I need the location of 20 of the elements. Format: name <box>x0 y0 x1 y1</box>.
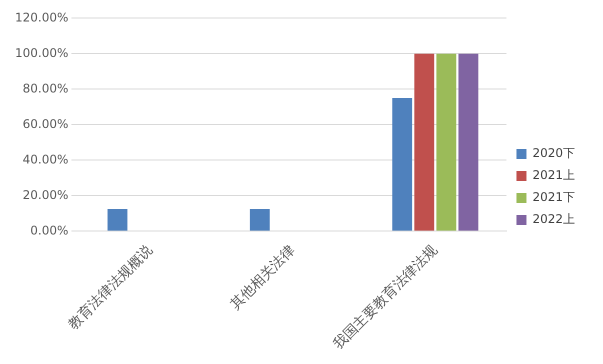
y-tick-label: 40.00% <box>22 152 68 166</box>
x-tick-label: 其他相关法律 <box>228 242 298 313</box>
legend-label: 2020下 <box>532 146 576 160</box>
y-tick-label: 80.00% <box>22 81 68 96</box>
bar <box>392 98 412 231</box>
bar <box>414 54 434 231</box>
x-tick-label: 教育法律法规概说 <box>64 241 156 333</box>
y-tick-label: 0.00% <box>30 223 68 238</box>
bar <box>436 54 456 231</box>
legend-label: 2021下 <box>532 190 576 204</box>
y-tick-label: 120.00% <box>15 10 68 24</box>
bar <box>250 208 270 231</box>
y-tick-label: 60.00% <box>22 116 68 131</box>
bar <box>458 54 478 231</box>
y-tick-label: 100.00% <box>15 46 68 60</box>
legend-label: 2021上 <box>532 168 576 182</box>
x-tick-label: 我国主要教育法律法规 <box>330 241 441 352</box>
y-tick-label: 20.00% <box>22 188 68 202</box>
legend-label: 2022上 <box>532 212 576 226</box>
bar <box>108 208 128 231</box>
